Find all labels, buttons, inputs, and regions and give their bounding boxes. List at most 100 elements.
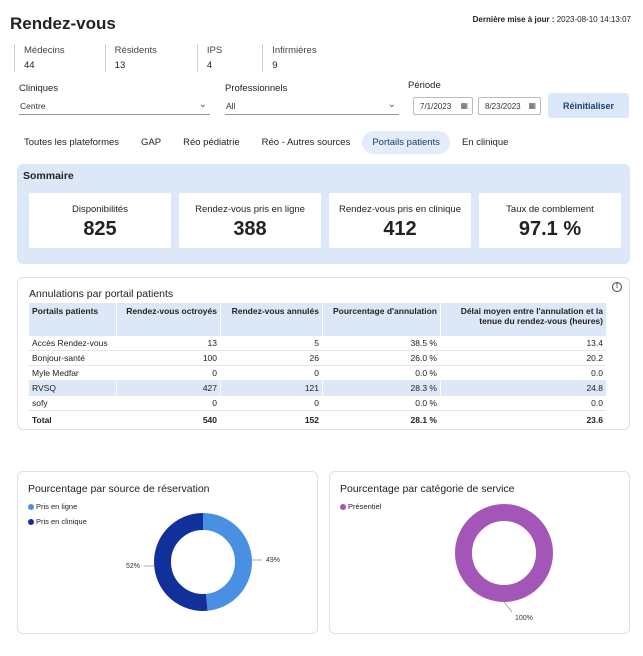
table-body: Accès Rendez-vous 13 5 38.5 % 13.4 Bonjour-sa…	[28, 336, 606, 411]
tab-en-clinique[interactable]: En clinique	[461, 137, 509, 148]
kpi-taux-comblement: Taux de comblement 97.1 %	[479, 193, 621, 248]
stat-value: 13	[114, 60, 126, 71]
col-annules[interactable]: Rendez-vous annulés	[220, 303, 323, 336]
cell-pourcentage: 26.0 %	[322, 350, 441, 366]
category-chart-panel: Pourcentage par catégorie de service Pré…	[329, 471, 630, 634]
chevron-down-icon: ⌄	[198, 99, 207, 110]
legend-label: Présentiel	[348, 502, 382, 511]
cliniques-value: Centre	[20, 101, 46, 111]
professionnels-value: All	[226, 101, 236, 111]
cell-annules: 0	[220, 395, 323, 411]
end-date-input[interactable]: 8/23/2023 ▦	[478, 97, 541, 115]
kpi-label: Rendez-vous pris en ligne	[195, 204, 305, 215]
legend-item: Pris en ligne	[28, 502, 77, 511]
data-label: 100%	[515, 615, 533, 622]
donut-slice-pris-en-clinique[interactable]	[154, 513, 208, 611]
tab-gap[interactable]: GAP	[141, 137, 162, 148]
calendar-icon: ▦	[460, 101, 468, 110]
legend-dot	[340, 503, 346, 510]
source-chart-title: Pourcentage par source de réservation	[28, 483, 210, 495]
kpi-value: 388	[233, 218, 267, 240]
cell-annules: 5	[220, 336, 323, 351]
platform-tabs: Toutes les plateformes GAP Réo pédiatrie…	[14, 131, 520, 154]
cell-octroyes: 0	[116, 365, 221, 381]
last-update: Dernière mise à jour : 2023-08-10 14:13:…	[473, 15, 631, 24]
kpi-value: 97.1 %	[518, 218, 582, 240]
cell-annules: 121	[220, 380, 323, 396]
reset-button[interactable]: Réinitialiser	[548, 93, 629, 118]
col-delai[interactable]: Délai moyen entre l'annulation et la ten…	[440, 303, 606, 336]
legend-dot	[28, 503, 34, 510]
total-name: Total	[28, 410, 117, 429]
kpi-disponibilites: Disponibilités 825	[29, 193, 171, 248]
cell-pourcentage: 28.3 %	[322, 380, 441, 396]
cancellations-title: Annulations par portail patients	[29, 288, 174, 300]
stat-label: Infirmières	[272, 45, 317, 56]
stat-ips: IPS 4	[196, 44, 232, 72]
legend-label: Pris en clinique	[36, 517, 87, 526]
legend-dot	[28, 518, 34, 525]
source-donut-chart: 49% 52%	[126, 513, 280, 611]
professionnels-select[interactable]: All ⌄	[225, 98, 399, 115]
col-octroyes[interactable]: Rendez-vous octroyés	[116, 303, 221, 336]
cell-portail: Myle Medfar	[28, 365, 117, 381]
kpi-value: 412	[383, 218, 417, 240]
cell-delai: 13.4	[440, 336, 606, 351]
donut-slice-présentiel[interactable]	[455, 504, 553, 602]
cell-pourcentage: 0.0 %	[322, 395, 441, 411]
total-granted: 540	[116, 410, 221, 429]
source-chart-panel: Pourcentage par source de réservation Pr…	[17, 471, 318, 634]
cell-pourcentage: 0.0 %	[322, 365, 441, 381]
stat-infirmieres: Infirmières 9	[262, 44, 326, 72]
kpi-rdv-en-ligne: Rendez-vous pris en ligne 388	[179, 193, 321, 248]
table-total-row: Total 540 152 28.1 % 23.6	[28, 410, 606, 429]
tab-reo-autres-sources[interactable]: Réo - Autres sources	[261, 137, 351, 148]
cell-portail: sofy	[28, 395, 117, 411]
donut-slice-pris-en-ligne[interactable]	[202, 513, 252, 611]
col-portails[interactable]: Portails patients	[28, 303, 117, 336]
category-chart-title: Pourcentage par catégorie de service	[340, 483, 515, 495]
last-update-label: Dernière mise à jour :	[472, 15, 555, 24]
table-row: sofy 0 0 0.0 % 0.0	[28, 395, 606, 411]
info-icon[interactable]: !	[612, 282, 622, 292]
tab-reo-pediatrie[interactable]: Réo pédiatrie	[183, 137, 240, 148]
total-delay: 23.6	[440, 410, 606, 429]
calendar-icon: ▦	[528, 101, 536, 110]
last-update-value: 2023-08-10 14:13:07	[556, 15, 631, 24]
cell-delai: 0.0	[440, 365, 606, 381]
table-row: Bonjour-santé 100 26 26.0 % 20.2	[28, 350, 606, 366]
summary-panel: Sommaire Disponibilités 825 Rendez-vous …	[17, 164, 630, 264]
start-date-input[interactable]: 7/1/2023 ▦	[413, 97, 473, 115]
tab-portails-patients[interactable]: Portails patients	[362, 131, 450, 154]
table-header-row: Portails patients Rendez-vous octroyés R…	[28, 303, 606, 336]
col-pourcentage[interactable]: Pourcentage d'annulation	[322, 303, 441, 336]
kpi-label: Rendez-vous pris en clinique	[339, 204, 461, 215]
category-donut-chart: 100%	[455, 504, 553, 622]
cell-delai: 24.8	[440, 380, 606, 396]
kpi-label: Taux de comblement	[506, 204, 594, 215]
professionnels-label: Professionnels	[225, 83, 288, 94]
stat-label: Résidents	[114, 45, 157, 56]
stat-label: Médecins	[24, 45, 65, 56]
table-row: Accès Rendez-vous 13 5 38.5 % 13.4	[28, 336, 606, 351]
page-title: Rendez-vous	[10, 14, 116, 33]
kpi-value: 825	[83, 218, 117, 240]
start-date-value: 7/1/2023	[420, 102, 452, 111]
kpi-rdv-en-clinique: Rendez-vous pris en clinique 412	[329, 193, 471, 248]
stat-label: IPS	[206, 45, 223, 56]
stat-value: 9	[272, 60, 278, 71]
chevron-down-icon: ⌄	[387, 99, 396, 110]
cell-octroyes: 0	[116, 395, 221, 411]
cell-octroyes: 100	[116, 350, 221, 366]
tab-toutes-les-plateformes[interactable]: Toutes les plateformes	[24, 137, 120, 148]
stat-value: 4	[206, 60, 213, 71]
legend-label: Pris en ligne	[36, 502, 78, 511]
summary-title: Sommaire	[23, 170, 74, 182]
data-label: 49%	[266, 557, 280, 564]
cliniques-select[interactable]: Centre ⌄	[19, 98, 210, 115]
stat-residents: Résidents 13	[104, 44, 167, 72]
stat-medecins: Médecins 44	[14, 44, 75, 72]
cell-octroyes: 13	[116, 336, 221, 351]
cancellations-panel: Annulations par portail patients ! Porta…	[17, 277, 630, 430]
staff-stats: Médecins 44 Résidents 13 IPS 4 Infirmièr…	[14, 44, 357, 72]
